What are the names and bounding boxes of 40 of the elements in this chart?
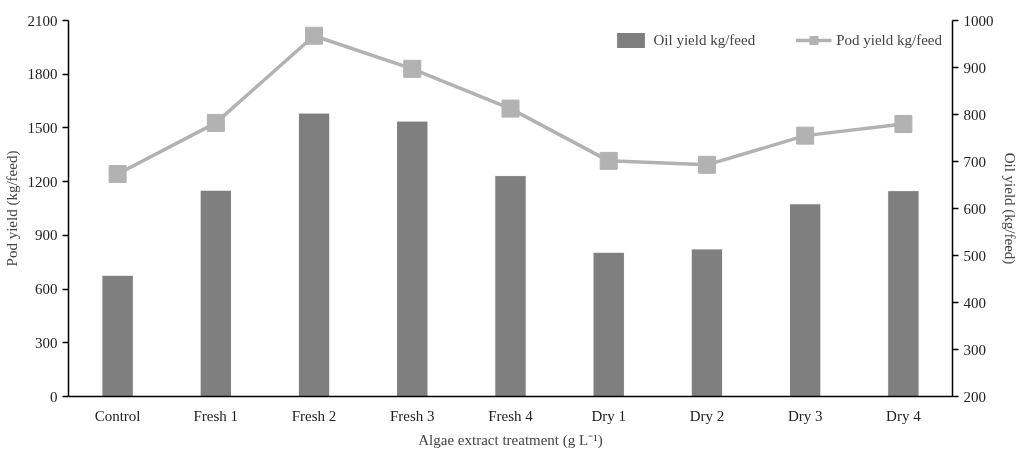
y2-axis-title: Oil yield (kg/feed) [1000, 152, 1018, 265]
point [403, 59, 422, 78]
point [501, 99, 520, 118]
y-tick-label: 1800 [27, 66, 58, 83]
point [108, 164, 127, 183]
point [796, 126, 815, 145]
y-axis-title: Pod yield (kg/feed) [3, 150, 21, 267]
y-tick-label: 300 [35, 334, 58, 351]
y-tick-label: 600 [35, 281, 58, 298]
y-tick-label: 1500 [27, 119, 58, 136]
y2-tick-label: 500 [963, 247, 986, 264]
y-tick-label: 2100 [27, 12, 58, 29]
y2-tick-label: 700 [963, 153, 986, 170]
legend-label: Pod yield kg/feed [836, 31, 942, 49]
point [599, 151, 618, 170]
x-tick-label: Dry 4 [886, 407, 922, 424]
x-tick-label: Dry 3 [787, 407, 823, 424]
x-axis-title: Algae extract treatment (g L⁻¹) [418, 431, 603, 449]
x-tick-label: Dry 1 [591, 407, 627, 424]
x-tick-label: Dry 2 [689, 407, 725, 424]
y-tick-label: 900 [35, 227, 58, 244]
y2-tick-label: 600 [963, 200, 986, 217]
y-tick-label: 0 [50, 388, 58, 405]
legend-label: Oil yield kg/feed [653, 31, 756, 49]
y2-tick-label: 300 [963, 341, 986, 358]
point [206, 113, 225, 132]
point [697, 155, 716, 174]
x-tick-label: Fresh 4 [488, 407, 534, 424]
point [305, 26, 324, 45]
point [894, 114, 913, 133]
y2-tick-label: 200 [963, 388, 986, 405]
x-tick-label: Control [94, 407, 141, 424]
x-tick-label: Fresh 2 [291, 407, 337, 424]
y2-tick-label: 1000 [963, 12, 994, 29]
y2-tick-label: 900 [963, 59, 986, 76]
y2-tick-label: 800 [963, 106, 986, 123]
y-tick-label: 1200 [27, 173, 58, 190]
y2-tick-label: 400 [963, 294, 986, 311]
x-tick-label: Fresh 1 [193, 407, 239, 424]
x-tick-label: Fresh 3 [389, 407, 435, 424]
